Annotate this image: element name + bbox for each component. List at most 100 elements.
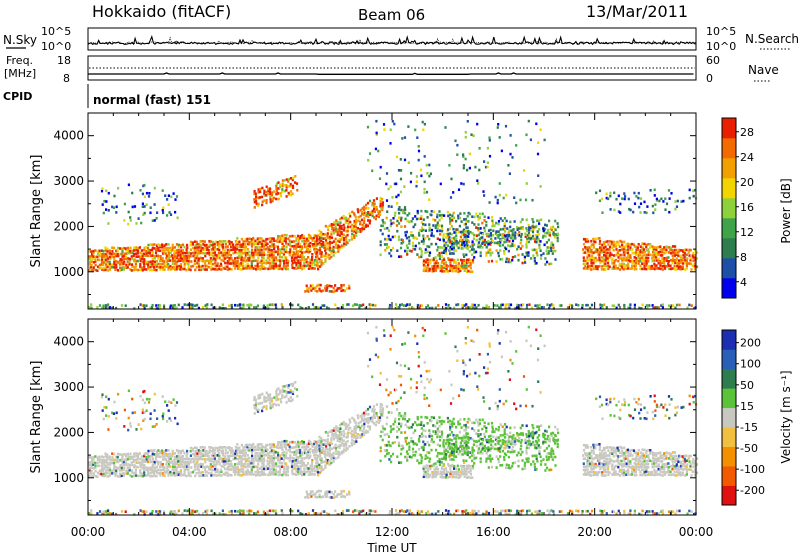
power-cell bbox=[482, 190, 485, 193]
power-cell bbox=[255, 195, 258, 198]
power-cell bbox=[250, 255, 253, 259]
power-cell bbox=[274, 250, 277, 254]
power-cell bbox=[617, 194, 620, 198]
power-cell bbox=[318, 257, 321, 261]
power-cell bbox=[169, 259, 172, 262]
power-cell bbox=[299, 235, 302, 238]
power-cell bbox=[116, 246, 120, 250]
power-cell bbox=[133, 259, 136, 263]
power-cell bbox=[463, 245, 466, 249]
velocity-cell bbox=[244, 454, 247, 458]
power-cell bbox=[446, 264, 449, 268]
velocity-cell bbox=[171, 449, 174, 453]
power-cell bbox=[139, 251, 142, 255]
power-cell bbox=[670, 246, 673, 249]
velocity-cell bbox=[406, 420, 409, 423]
power-cell bbox=[256, 237, 259, 241]
power-cell bbox=[530, 236, 533, 240]
power-cell bbox=[408, 239, 411, 242]
power-cell bbox=[208, 245, 211, 248]
velocity-cell bbox=[397, 441, 400, 445]
velocity-cell bbox=[128, 468, 131, 472]
power-cell bbox=[254, 259, 257, 262]
power-cell bbox=[248, 303, 251, 306]
velocity-cell bbox=[389, 430, 392, 434]
power-cell bbox=[428, 269, 431, 272]
freq-tick-low: 8 bbox=[63, 72, 70, 85]
velocity-cell bbox=[359, 433, 362, 437]
velocity-cell bbox=[283, 457, 286, 460]
power-cell bbox=[139, 265, 142, 268]
velocity-cell bbox=[161, 455, 164, 458]
velocity-cell bbox=[254, 470, 257, 474]
velocity-cell bbox=[346, 431, 349, 435]
power-cell bbox=[537, 174, 540, 177]
power-cell bbox=[521, 227, 525, 231]
velocity-cell bbox=[88, 463, 91, 467]
velocity-cell bbox=[242, 451, 245, 454]
power-cell bbox=[511, 156, 514, 159]
power-cell bbox=[351, 210, 354, 214]
velocity-cell bbox=[135, 474, 138, 477]
power-cell bbox=[197, 259, 200, 262]
power-cell bbox=[503, 225, 506, 228]
power-cell bbox=[102, 250, 105, 253]
power-cell bbox=[265, 259, 268, 262]
power-cell bbox=[291, 186, 295, 189]
power-cell bbox=[192, 264, 195, 268]
power-cell bbox=[147, 266, 150, 269]
power-cell bbox=[136, 252, 139, 255]
power-cell bbox=[523, 255, 526, 259]
power-cell bbox=[608, 256, 611, 259]
power-cell bbox=[149, 254, 152, 258]
power-cell bbox=[311, 256, 314, 259]
velocity-cell bbox=[104, 455, 107, 458]
velocity-cell bbox=[178, 470, 181, 474]
power-cell bbox=[383, 227, 386, 231]
velocity-cell bbox=[400, 422, 403, 426]
velocity-cell bbox=[171, 460, 174, 463]
power-cell bbox=[385, 172, 389, 175]
power-cell bbox=[330, 290, 333, 293]
power-cell bbox=[274, 262, 277, 266]
colorbar-segment bbox=[722, 138, 736, 159]
power-cell bbox=[115, 249, 118, 253]
velocity-cell bbox=[157, 452, 160, 456]
power-cell bbox=[420, 255, 423, 259]
power-cell bbox=[430, 234, 433, 237]
velocity-cell bbox=[159, 474, 162, 477]
power-cell bbox=[288, 253, 291, 257]
velocity-cell bbox=[163, 450, 166, 453]
power-cell bbox=[234, 260, 237, 263]
power-cell bbox=[638, 205, 641, 209]
power-cell bbox=[471, 270, 474, 273]
date-title: 13/Mar/2011 bbox=[586, 2, 688, 21]
power-cell bbox=[180, 244, 183, 247]
power-cell bbox=[244, 264, 247, 268]
power-cell bbox=[585, 303, 588, 307]
power-cell bbox=[236, 261, 239, 265]
power-cell bbox=[492, 234, 495, 237]
velocity-cell bbox=[441, 419, 444, 423]
power-cell bbox=[544, 223, 547, 227]
velocity-cell bbox=[228, 456, 231, 460]
power-cell bbox=[102, 266, 105, 270]
velocity-cell bbox=[469, 436, 472, 440]
power-cell bbox=[388, 237, 391, 241]
power-cell bbox=[604, 248, 607, 252]
power-cell bbox=[686, 257, 689, 260]
power-cell bbox=[544, 263, 547, 266]
velocity-cell bbox=[297, 472, 300, 476]
velocity-cell bbox=[107, 468, 110, 472]
velocity-cell bbox=[226, 466, 229, 469]
power-cell bbox=[88, 306, 91, 309]
power-cell bbox=[165, 260, 168, 263]
power-cell bbox=[364, 211, 368, 215]
velocity-cell bbox=[371, 415, 374, 419]
velocity-cell bbox=[248, 456, 251, 460]
power-cell bbox=[553, 233, 556, 237]
velocity-cell bbox=[452, 422, 456, 425]
velocity-cell bbox=[313, 456, 317, 460]
power-cell bbox=[368, 199, 372, 203]
velocity-cell bbox=[112, 461, 116, 465]
